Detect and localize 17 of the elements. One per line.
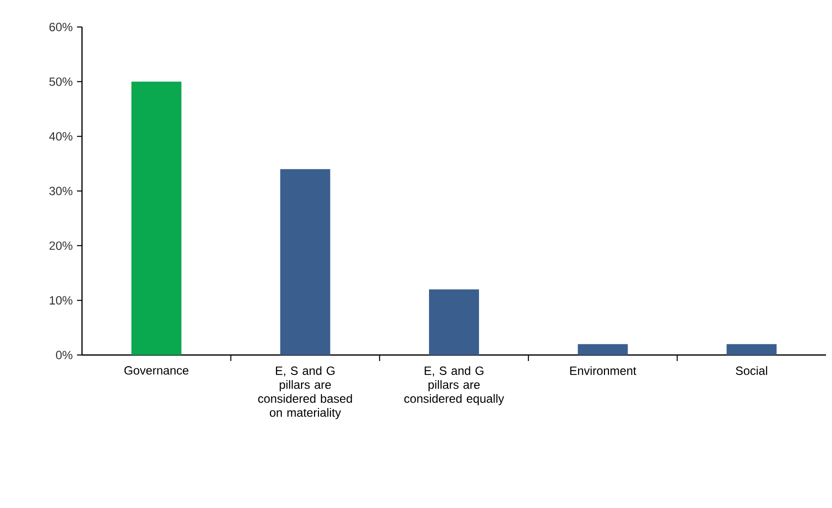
y-tick-label: 60% bbox=[49, 22, 72, 32]
x-tick-label: E, S and G pillars are considered equally bbox=[404, 366, 504, 406]
y-tick-label: 0% bbox=[56, 350, 72, 360]
y-tick-label: 20% bbox=[49, 241, 72, 250]
x-tick-label: Environment bbox=[570, 366, 636, 375]
y-tick-label: 10% bbox=[50, 296, 72, 305]
x-tick-label: Governance bbox=[124, 366, 188, 375]
bar bbox=[726, 344, 777, 355]
y-tick-label: 30% bbox=[49, 186, 72, 196]
y-tick-label: 50% bbox=[49, 77, 72, 86]
bar bbox=[131, 82, 182, 355]
x-tick-label: E, S and G pillars are considered based on materiality bbox=[258, 366, 352, 420]
y-tick-label: 40% bbox=[49, 132, 72, 141]
bar bbox=[429, 289, 480, 355]
bar bbox=[280, 169, 330, 355]
x-tick-label: Social bbox=[736, 366, 768, 375]
bar bbox=[578, 344, 628, 355]
